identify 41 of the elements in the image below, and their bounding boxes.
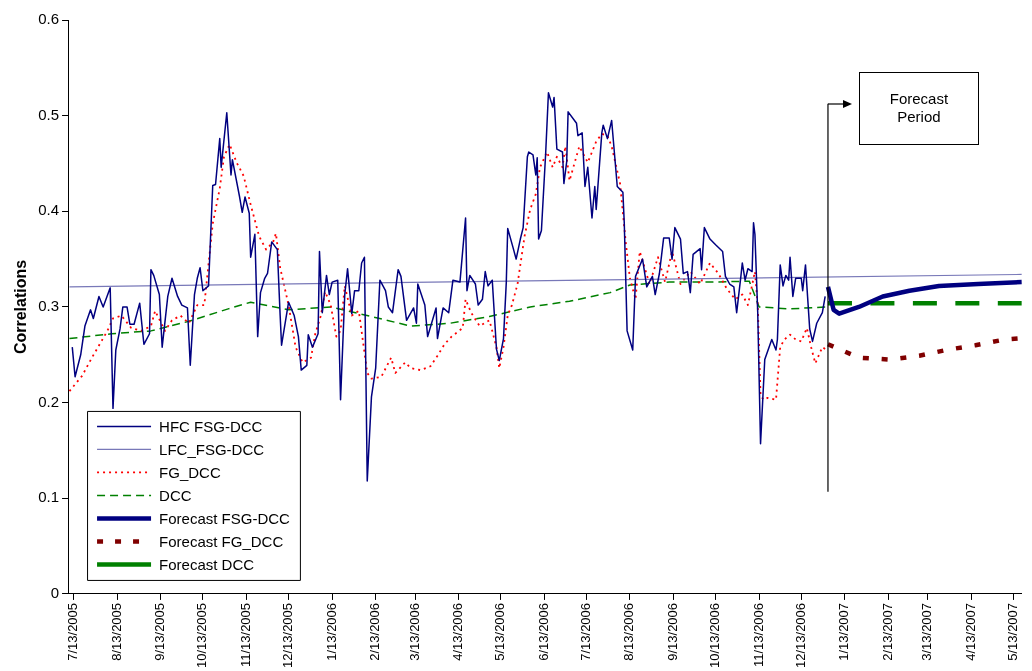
x-tick-label: 6/13/2006 — [535, 602, 551, 661]
legend-label: Forecast FG_DCC — [159, 532, 284, 550]
x-tick-label: 8/13/2005 — [108, 602, 124, 661]
x-tick-label: 2/13/2006 — [367, 602, 383, 661]
y-tick-label: 0.6 — [38, 10, 60, 28]
legend-label: HFC FSG-DCC — [159, 417, 263, 435]
x-tick-label: 2/13/2007 — [879, 602, 895, 661]
x-tick-label: 10/13/2005 — [194, 602, 210, 669]
line-series — [68, 132, 827, 401]
x-tick-label: 11/13/2006 — [750, 602, 766, 668]
legend-label: Forecast FSG-DCC — [159, 509, 291, 527]
y-tick-label: 0.2 — [38, 392, 60, 410]
x-tick-label: 9/13/2006 — [665, 602, 681, 661]
y-tick-label: 0.5 — [38, 105, 60, 123]
x-tick-label: 5/13/2006 — [492, 602, 508, 661]
x-tick-label: 1/13/2006 — [323, 602, 339, 661]
y-tick-label: 0.1 — [38, 488, 60, 506]
x-tick-label: 12/13/2006 — [792, 602, 808, 669]
x-tick-label: 10/13/2006 — [707, 602, 723, 669]
y-tick-label: 0 — [50, 584, 60, 602]
legend-label: LFC_FSG-DCC — [159, 440, 265, 458]
x-tick-label: 1/13/2007 — [836, 602, 852, 661]
x-tick-label: 9/13/2005 — [152, 602, 168, 661]
x-tick-label: 3/13/2006 — [406, 602, 422, 661]
x-tick-label: 7/13/2006 — [577, 602, 593, 661]
legend-label: FG_DCC — [159, 463, 221, 481]
x-tick-label: 5/13/2007 — [1004, 602, 1020, 661]
x-tick-label: 8/13/2006 — [621, 602, 637, 661]
legend-label: Forecast DCC — [159, 555, 255, 573]
x-tick-label: 11/13/2005 — [238, 602, 254, 668]
x-tick-label: 3/13/2007 — [919, 602, 935, 661]
y-axis-title: Correlations — [12, 259, 30, 355]
y-tick-label: 0.3 — [38, 297, 60, 315]
legend-label: DCC — [159, 486, 192, 504]
line-series — [68, 280, 826, 340]
x-tick-label: 4/13/2006 — [450, 602, 466, 661]
x-tick-label: 4/13/2007 — [962, 602, 978, 661]
annotation: Forecast Period — [888, 90, 950, 127]
x-tick-label: 7/13/2005 — [65, 602, 81, 661]
y-tick-label: 0.4 — [38, 201, 60, 219]
x-tick-label: 12/13/2005 — [280, 602, 296, 669]
